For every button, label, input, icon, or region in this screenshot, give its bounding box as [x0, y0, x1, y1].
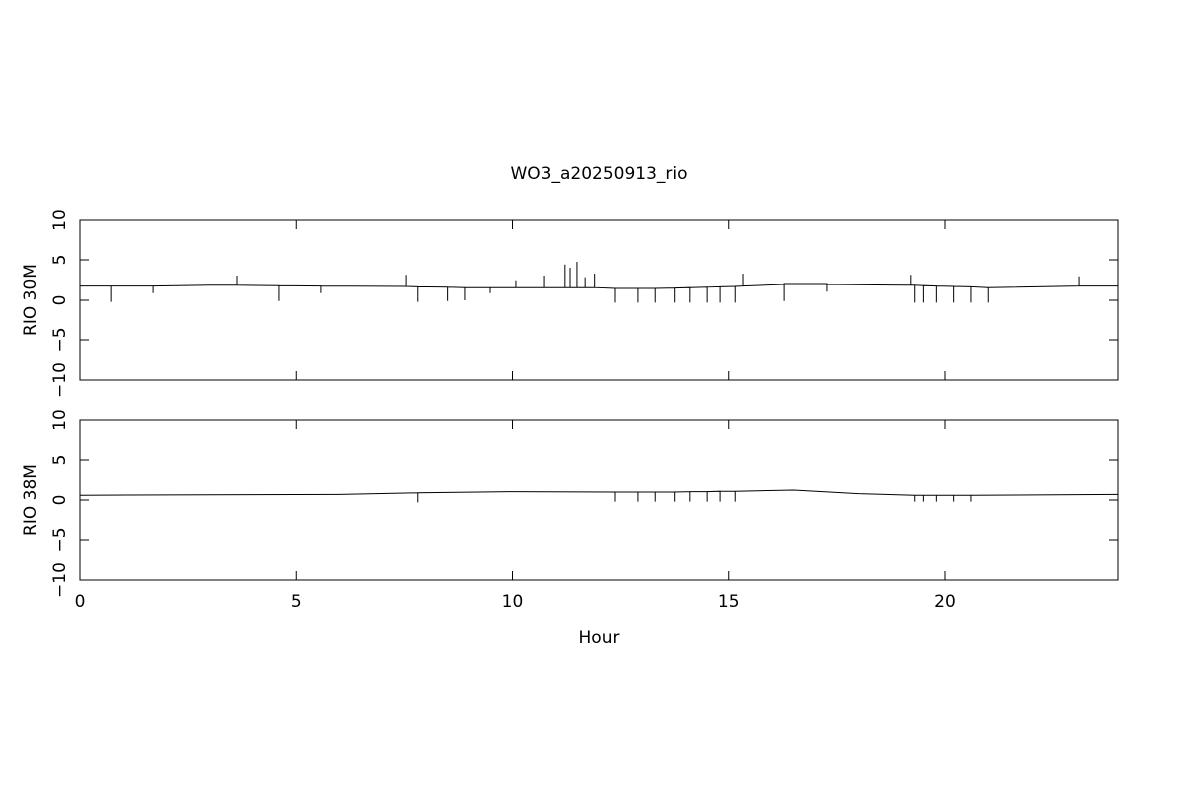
y-tick-label: 10 — [50, 209, 70, 231]
y-tick-label: 0 — [50, 295, 70, 306]
x-tick-label: 15 — [718, 592, 740, 612]
y-tick-label: −5 — [50, 327, 70, 352]
x-tick-label: 10 — [502, 592, 524, 612]
y-tick-label: −10 — [50, 562, 70, 598]
y-axis-label: RIO 30M — [21, 264, 41, 336]
y-axis-label: RIO 38M — [21, 464, 41, 536]
y-tick-label: 5 — [50, 255, 70, 266]
y-tick-label: 0 — [50, 495, 70, 506]
data-line — [79, 489, 1119, 503]
x-tick-label: 5 — [291, 592, 302, 612]
x-tick-label: 20 — [934, 592, 956, 612]
data-line — [80, 262, 1118, 303]
y-tick-label: 5 — [50, 455, 70, 466]
y-tick-label: 10 — [50, 409, 70, 431]
x-axis-label: Hour — [579, 628, 620, 648]
chart-title: WO3_a20250913_rio — [510, 164, 687, 184]
y-tick-label: −5 — [50, 527, 70, 552]
x-tick-label: 0 — [75, 592, 86, 612]
y-tick-label: −10 — [50, 362, 70, 398]
